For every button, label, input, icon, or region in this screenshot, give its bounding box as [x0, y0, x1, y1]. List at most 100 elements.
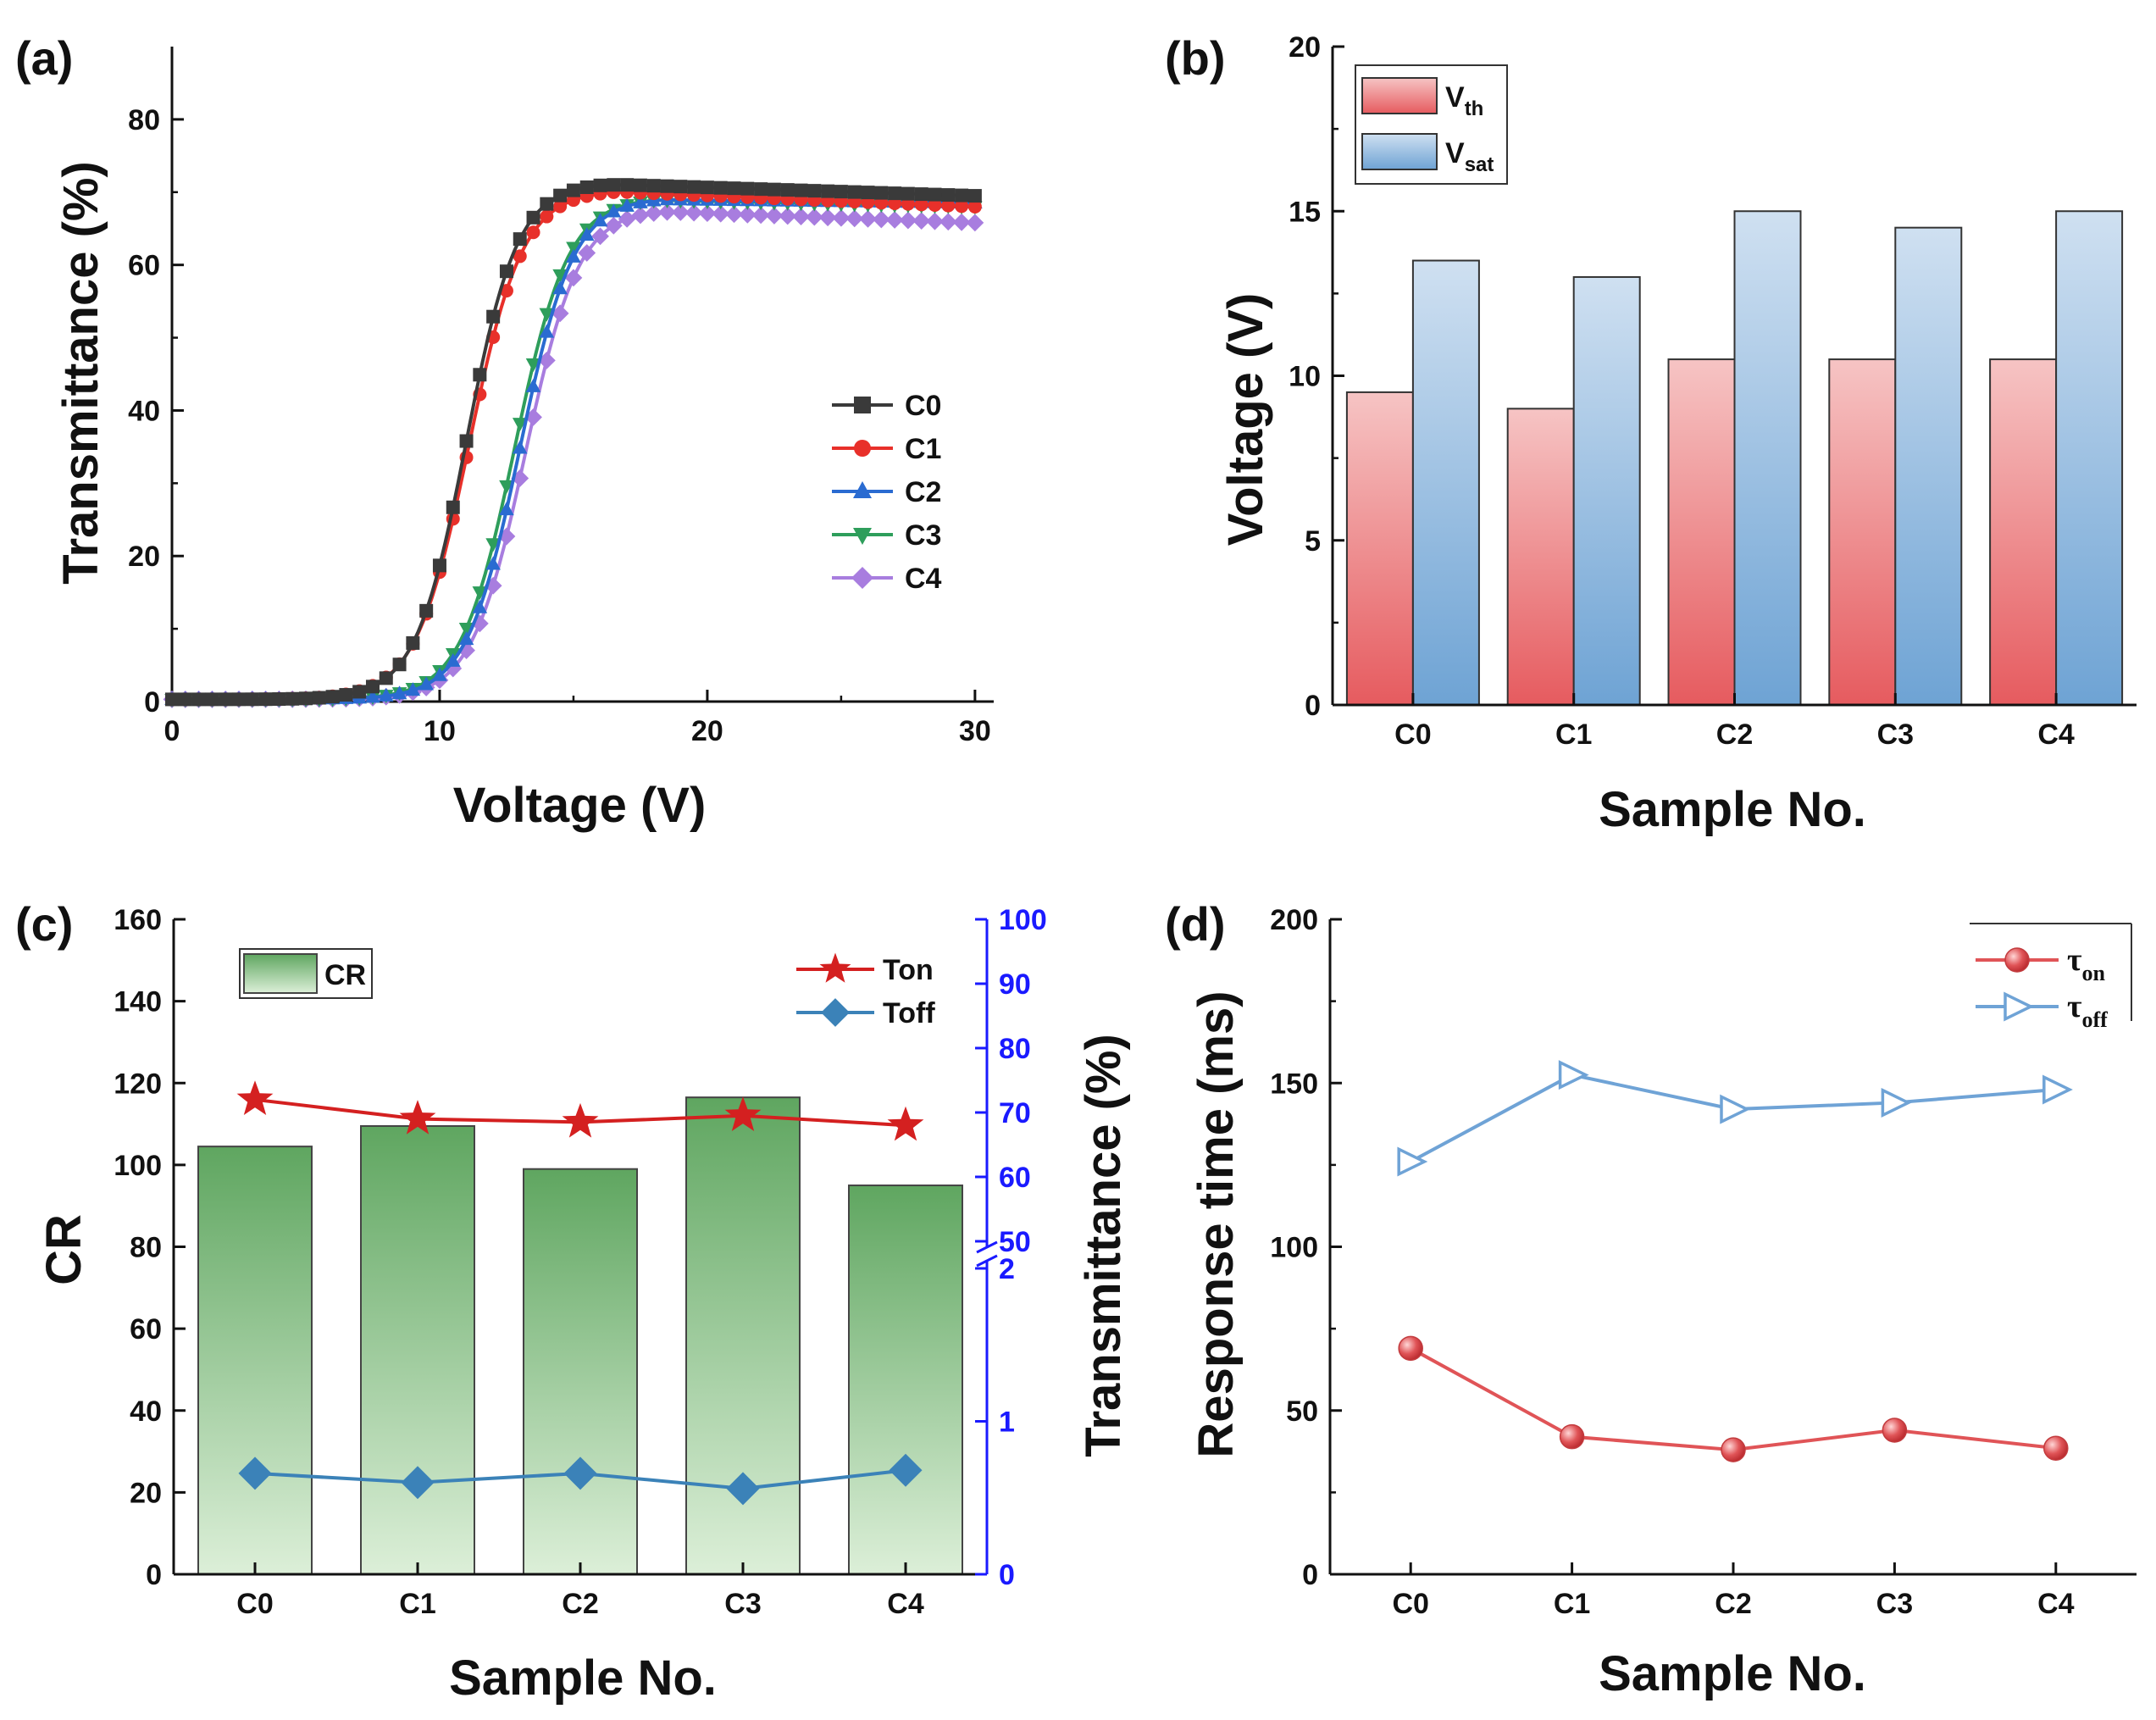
b-x-tick-label: C3	[1877, 719, 1914, 751]
a-marker-C1	[901, 197, 915, 211]
a-marker-C3	[499, 480, 514, 494]
a-marker-C0	[231, 692, 246, 707]
c-marker-Toff-C0	[238, 1456, 272, 1490]
c-x-axis-title: Sample No.	[449, 1651, 717, 1706]
a-marker-C4	[645, 204, 663, 222]
b-bar-sat-C0	[1411, 259, 1480, 706]
a-marker-C0	[821, 184, 835, 198]
b-legend-label: Vsat	[1445, 137, 1494, 176]
c-legend-marker-Toff	[821, 998, 850, 1027]
a-y-tick-label: 80	[128, 104, 160, 136]
a-marker-C4	[818, 208, 837, 227]
a-marker-C0	[339, 688, 353, 702]
a-marker-C0	[325, 690, 340, 704]
b-bar-th-C2	[1667, 358, 1736, 706]
c-x-tick-label: C1	[399, 1588, 435, 1620]
a-marker-C3	[512, 418, 528, 432]
a-marker-C2	[552, 280, 568, 295]
a-marker-C0	[607, 178, 621, 192]
c-marker-Toff-C3	[726, 1472, 760, 1506]
b-legend-swatch	[1361, 77, 1438, 114]
c-y-tick-label: 20	[130, 1477, 162, 1509]
a-marker-C4	[551, 304, 569, 323]
a-marker-C0	[165, 692, 179, 707]
c-bar-cr-C1	[360, 1124, 475, 1575]
b-y-tick-label: 15	[1289, 196, 1321, 228]
c-marker-Toff-C4	[889, 1453, 923, 1487]
a-marker-C4	[885, 211, 904, 229]
a-marker-C0	[660, 179, 674, 193]
a-marker-C0	[312, 691, 326, 705]
c-bar-cr-C2	[523, 1168, 638, 1576]
a-marker-C1	[526, 225, 540, 240]
a-marker-C3	[472, 586, 488, 601]
d-marker-off-C0	[1397, 1146, 1428, 1177]
panel-b: (b) C0 C1 C2 C3 C4 0 5 10 15 20 Vth Vsat Voltage (V…	[1165, 31, 2137, 837]
a-marker-C3	[539, 308, 555, 322]
b-x-tick-label: C4	[2037, 719, 2075, 751]
a-marker-C1	[928, 197, 942, 212]
d-y-tick-label: 0	[1302, 1559, 1318, 1591]
a-marker-C0	[446, 500, 460, 514]
a-marker-C0	[700, 180, 714, 195]
b-legend-label: Vth	[1445, 81, 1483, 120]
c-y2-tick-label: 2	[999, 1253, 1015, 1285]
a-marker-C0	[553, 188, 568, 203]
a-marker-C0	[888, 186, 902, 201]
d-marker-off-C1	[1558, 1060, 1589, 1090]
a-marker-C2	[619, 197, 635, 212]
a-marker-C0	[967, 189, 982, 203]
a-marker-C4	[832, 208, 851, 227]
a-marker-C0	[258, 692, 273, 707]
panel-c: (c) C0 C1 C2 C3 C4 0 20 40 60 80 100 120 140 160 0 1 250…	[15, 897, 1131, 1706]
a-legend-label: C3	[905, 519, 941, 552]
a-legend-marker-C3	[853, 528, 872, 545]
a-legend-marker-C0	[854, 397, 871, 413]
a-marker-C2	[579, 227, 595, 241]
a-marker-C0	[191, 692, 206, 707]
a-marker-C2	[539, 324, 555, 338]
a-marker-C0	[941, 188, 956, 203]
d-x-tick-label: C3	[1876, 1588, 1913, 1620]
d-legend-marker-off	[2004, 991, 2035, 1022]
panel-label-a: (a)	[15, 31, 73, 85]
a-marker-C0	[513, 232, 527, 247]
a-marker-C1	[513, 249, 527, 264]
a-marker-C2	[499, 502, 514, 516]
a-marker-C1	[499, 284, 513, 298]
a-marker-C0	[901, 186, 915, 201]
d-marker-off-C4	[2042, 1074, 2073, 1105]
c-marker-Toff-C1	[401, 1466, 435, 1500]
d-y-tick-label: 150	[1270, 1068, 1318, 1100]
a-marker-C0	[352, 685, 367, 699]
a-marker-C0	[392, 657, 407, 672]
a-marker-C0	[673, 180, 688, 194]
panel-label-c: (c)	[15, 897, 73, 951]
c-y2-break-mark	[976, 1240, 998, 1254]
c-y-tick-label: 100	[114, 1150, 162, 1182]
a-marker-C2	[606, 203, 622, 218]
a-marker-C0	[245, 692, 259, 707]
a-x-tick-label: 20	[691, 715, 723, 747]
a-marker-C0	[794, 183, 808, 197]
a-marker-C2	[633, 194, 648, 208]
a-marker-C4	[698, 204, 717, 223]
b-x-tick-label: C1	[1555, 719, 1592, 751]
c-bar-cr-C0	[197, 1146, 313, 1576]
c-marker-Ton-C4	[887, 1106, 924, 1141]
a-marker-C0	[620, 178, 635, 192]
c-y-axis-title: CR	[36, 1214, 91, 1285]
a-marker-C4	[899, 211, 917, 230]
a-marker-C0	[780, 183, 795, 197]
c-y-tick-label: 0	[146, 1559, 162, 1591]
a-marker-C0	[459, 434, 474, 448]
a-marker-C1	[553, 199, 568, 214]
a-legend-marker-C4	[851, 567, 873, 589]
a-marker-C2	[418, 676, 434, 691]
b-x-tick-label: C2	[1716, 719, 1753, 751]
d-x-tick-label: C1	[1554, 1588, 1590, 1620]
a-marker-C4	[845, 209, 864, 228]
c-y2-axis-title: Transmittance (%)	[1076, 1034, 1131, 1457]
a-marker-C2	[365, 689, 380, 703]
d-marker-on-C2	[1721, 1437, 1746, 1462]
